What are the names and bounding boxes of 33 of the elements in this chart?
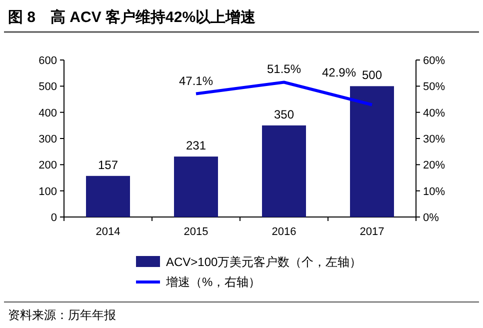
text: 资料来源：历年年报: [8, 308, 116, 322]
data-label: 231: [186, 138, 206, 153]
y2-tick-label: 50%: [423, 81, 446, 94]
data-label: 157: [98, 158, 118, 172]
y2-tick-label: 0%: [423, 212, 440, 224]
y2-tick-label: 30%: [423, 134, 446, 146]
bar: [174, 156, 218, 217]
data-label: 47.1%: [178, 74, 214, 88]
x-tick-label: 2017: [360, 226, 384, 238]
data-label: 51.5%: [266, 62, 302, 76]
x-tick-label: 2016: [272, 226, 296, 238]
bar: [350, 86, 394, 217]
y2-tick-label: 60%: [423, 55, 446, 67]
bar: [86, 176, 130, 217]
legend-label: ACV>100万美元客户数（个，左轴）: [166, 255, 362, 269]
x-tick-label: 2015: [184, 226, 208, 238]
y2-tick-label: 40%: [423, 107, 446, 120]
y-tick-label: 100: [38, 186, 57, 198]
data-label: 500: [362, 68, 382, 82]
y2-tick-label: 20%: [423, 160, 446, 172]
y2-tick-label: 10%: [423, 186, 446, 198]
y-tick-label: 200: [38, 160, 57, 172]
y-tick-label: 400: [38, 107, 57, 120]
y-tick-label: 600: [38, 55, 57, 67]
legend-label: 增速（%，右轴）: [165, 275, 261, 289]
y-tick-label: 300: [38, 134, 57, 146]
x-tick-label: 2014: [96, 226, 120, 238]
y-tick-label: 0: [50, 212, 57, 224]
data-label: 42.9%: [322, 66, 356, 80]
bar: [262, 125, 306, 217]
data-label: 350: [274, 107, 294, 122]
chart-title: 图 8 高 ACV 客户维持42%以上增速: [8, 8, 257, 26]
y-tick-label: 500: [38, 81, 57, 94]
